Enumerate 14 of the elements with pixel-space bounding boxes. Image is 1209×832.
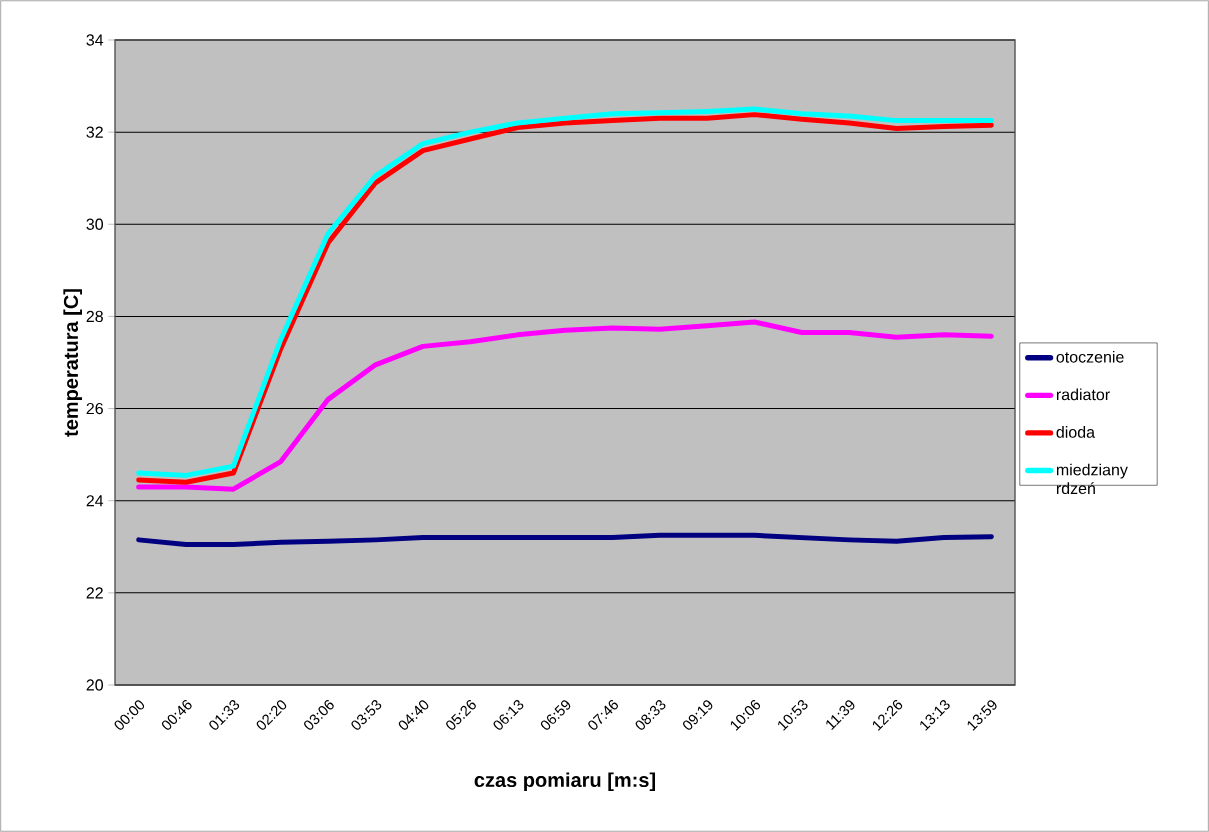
y-tick-label: 28	[86, 310, 103, 323]
y-tick-label: 32	[86, 126, 103, 138]
x-axis-title: czas pomiaru [m:s]	[474, 772, 655, 792]
y-tick-label: 24	[86, 495, 104, 507]
y-tick-label: 30	[86, 218, 104, 230]
legend-label: miedziany rdzeń	[1056, 463, 1128, 495]
y-tick-label: 26	[86, 402, 103, 415]
y-tick-label: 22	[86, 587, 103, 599]
y-axis-title: temperatura [C]	[63, 289, 82, 437]
legend-label: dioda	[1056, 426, 1096, 438]
y-tick-label: 20	[86, 679, 104, 691]
legend-label: radiator	[1056, 388, 1110, 401]
legend-label: otoczenie	[1056, 350, 1124, 363]
y-tick-label: 34	[86, 34, 104, 46]
